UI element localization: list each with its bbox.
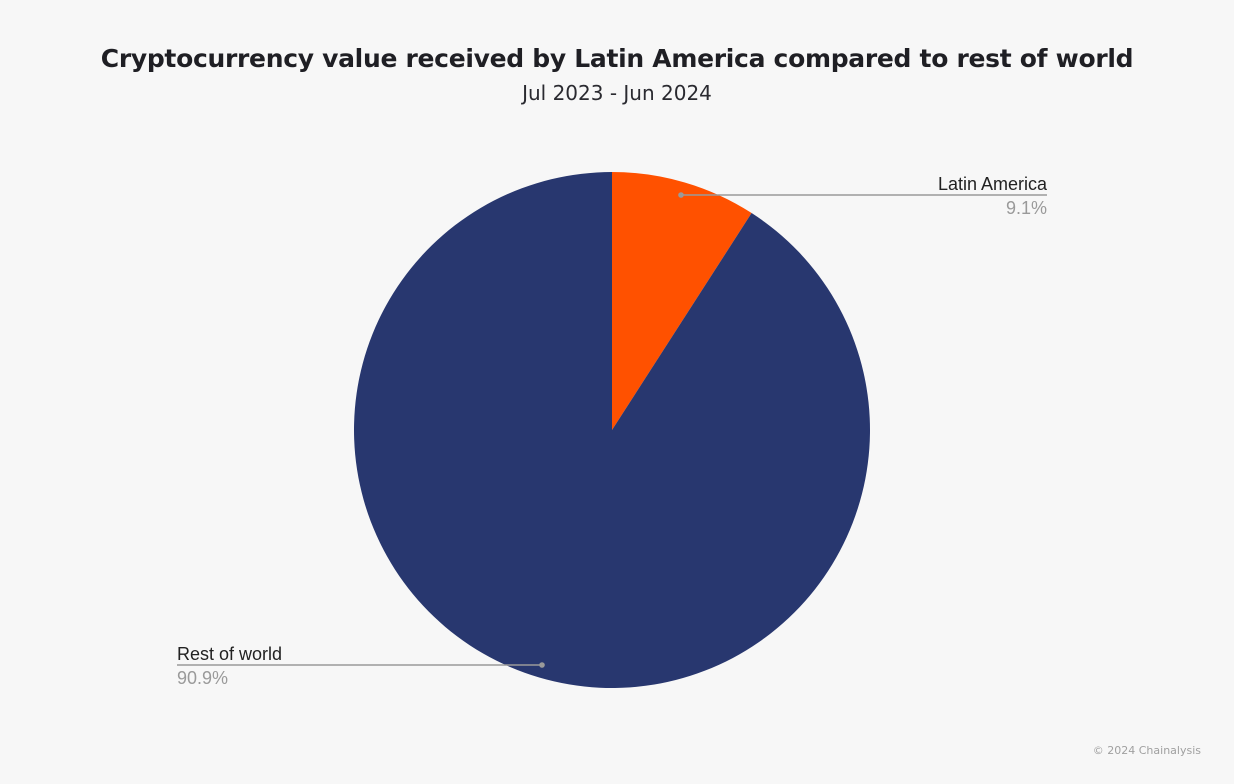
chart-title: Cryptocurrency value received by Latin A…	[100, 44, 1134, 73]
pie-slice-latin-america	[612, 172, 752, 430]
slice-label-rest-of-world: Rest of world	[177, 644, 282, 664]
slice-label-latin-america: Latin America	[938, 174, 1048, 194]
leader-dot-latin-america	[678, 192, 684, 198]
chart-subtitle: Jul 2023 - Jun 2024	[522, 81, 712, 105]
slice-value-rest-of-world: 90.9%	[177, 668, 228, 688]
pie-slices	[353, 172, 871, 688]
leader-dot-rest-of-world	[539, 662, 545, 668]
copyright-text: © 2024 Chainalysis	[1092, 744, 1201, 757]
pie-slice-rest-of-world	[353, 172, 871, 688]
slice-value-latin-america: 9.1%	[1006, 198, 1047, 218]
pie-callouts: Latin America 9.1% Rest of world 90.9%	[177, 174, 1048, 688]
